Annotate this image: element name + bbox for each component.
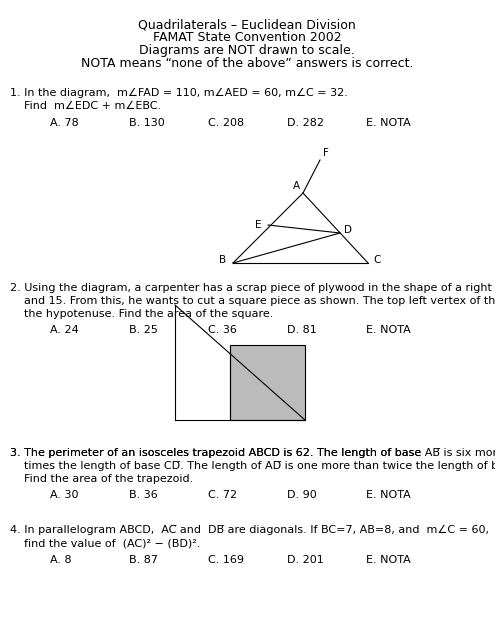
Text: B. 25: B. 25 (129, 325, 157, 335)
Text: 3. The perimeter of an isosceles trapezoid ABCD is 62. The length of base AB̅ is: 3. The perimeter of an isosceles trapezo… (10, 448, 495, 458)
Text: 1. In the diagram,  m∠FAD = 110, m∠AED = 60, m∠C = 32.: 1. In the diagram, m∠FAD = 110, m∠AED = … (10, 88, 348, 98)
Text: D. 90: D. 90 (287, 490, 317, 500)
Text: NOTA means “none of the above” answers is correct.: NOTA means “none of the above” answers i… (81, 57, 413, 70)
Text: D. 201: D. 201 (287, 555, 324, 565)
Text: E. NOTA: E. NOTA (366, 325, 411, 335)
Text: Find  m∠EDC + m∠EBC.: Find m∠EDC + m∠EBC. (10, 101, 161, 111)
Text: Find the area of the trapezoid.: Find the area of the trapezoid. (10, 474, 193, 484)
Text: C. 208: C. 208 (208, 118, 244, 128)
Text: 2. Using the diagram, a carpenter has a scrap piece of plywood in the shape of a: 2. Using the diagram, a carpenter has a … (10, 283, 495, 293)
Text: A. 30: A. 30 (50, 490, 78, 500)
Text: find the value of  (AC)² − (BD)².: find the value of (AC)² − (BD)². (10, 538, 200, 548)
Text: and 15. From this, he wants to cut a square piece as shown. The top left vertex : and 15. From this, he wants to cut a squ… (10, 296, 495, 306)
Text: E: E (254, 220, 261, 230)
Text: A. 8: A. 8 (50, 555, 71, 565)
Text: 3. The perimeter of an isosceles trapezoid ABCD is 62. The length of base: 3. The perimeter of an isosceles trapezo… (10, 448, 425, 458)
Text: E. NOTA: E. NOTA (366, 555, 411, 565)
Text: D. 282: D. 282 (287, 118, 324, 128)
Text: C. 169: C. 169 (208, 555, 244, 565)
Text: A: A (293, 181, 300, 191)
Text: B. 130: B. 130 (129, 118, 164, 128)
Text: D. 81: D. 81 (287, 325, 317, 335)
Text: A. 78: A. 78 (50, 118, 78, 128)
Text: 4. In parallelogram ABCD,  AC̅ and  DB̅ are diagonals. If BC=7, AB=8, and  m∠C =: 4. In parallelogram ABCD, AC̅ and DB̅ ar… (10, 525, 489, 535)
Text: Quadrilaterals – Euclidean Division: Quadrilaterals – Euclidean Division (138, 18, 356, 31)
Text: B: B (219, 255, 226, 265)
Text: F: F (323, 148, 329, 158)
Text: E. NOTA: E. NOTA (366, 490, 411, 500)
Text: B. 36: B. 36 (129, 490, 157, 500)
Text: C. 36: C. 36 (208, 325, 237, 335)
Text: E. NOTA: E. NOTA (366, 118, 411, 128)
Text: times the length of base CD̅. The length of AD̅ is one more than twice the lengt: times the length of base CD̅. The length… (10, 461, 495, 471)
Text: C: C (373, 255, 380, 265)
Text: C. 72: C. 72 (208, 490, 237, 500)
Text: FAMAT State Convention 2002: FAMAT State Convention 2002 (152, 31, 342, 44)
Text: B. 87: B. 87 (129, 555, 158, 565)
Text: Diagrams are NOT drawn to scale.: Diagrams are NOT drawn to scale. (139, 44, 355, 57)
Text: D: D (344, 225, 352, 235)
Bar (230, 345, 305, 420)
Text: A. 24: A. 24 (50, 325, 78, 335)
Text: the hypotenuse. Find the area of the square.: the hypotenuse. Find the area of the squ… (10, 309, 273, 319)
